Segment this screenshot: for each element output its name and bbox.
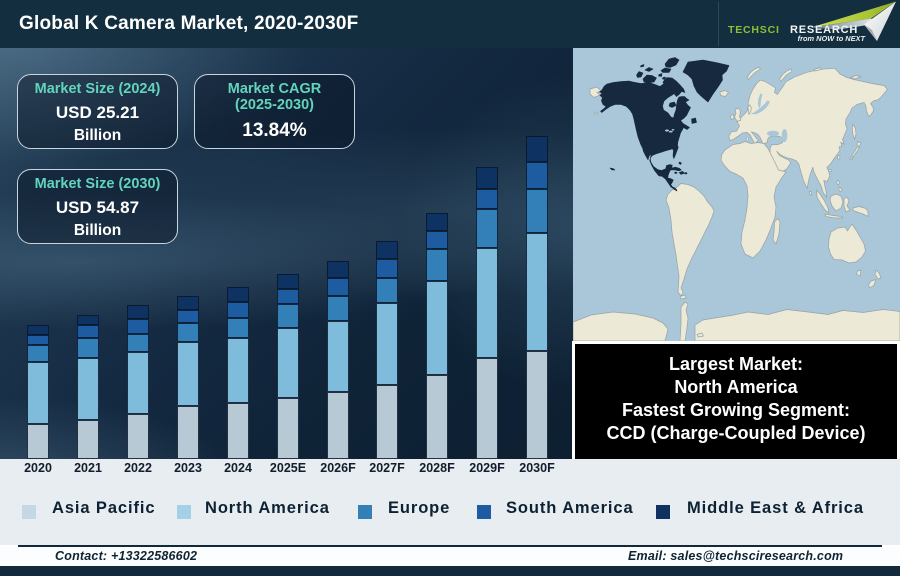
svg-text:from NOW to NEXT: from NOW to NEXT [798, 34, 867, 43]
svg-text:TECHSCI: TECHSCI [728, 24, 780, 36]
svg-text:RESEARCH: RESEARCH [790, 24, 858, 36]
